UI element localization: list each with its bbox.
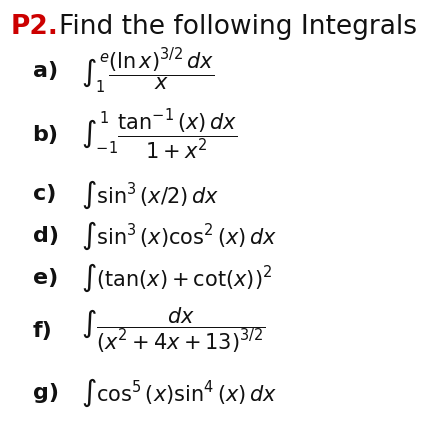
Text: e): e) [32, 268, 58, 288]
Text: $\int_{-1}^{1} \dfrac{\tan^{-1}(x)\,dx}{1+x^2}$: $\int_{-1}^{1} \dfrac{\tan^{-1}(x)\,dx}{… [81, 108, 238, 162]
Text: a): a) [32, 61, 58, 81]
Text: $\int (\tan(x) + \cot(x))^2$: $\int (\tan(x) + \cot(x))^2$ [81, 262, 272, 294]
Text: P2.: P2. [10, 14, 58, 40]
Text: $\int_1^{e} \dfrac{(\ln x)^{3/2}\,dx}{x}$: $\int_1^{e} \dfrac{(\ln x)^{3/2}\,dx}{x}… [81, 46, 214, 96]
Text: f): f) [32, 321, 52, 341]
Text: $\int \dfrac{dx}{(x^2+4x+13)^{3/2}}$: $\int \dfrac{dx}{(x^2+4x+13)^{3/2}}$ [81, 306, 265, 355]
Text: $\int \sin^3(x/2)\,dx$: $\int \sin^3(x/2)\,dx$ [81, 178, 219, 211]
Text: $\int \cos^5(x)\sin^4(x)\,dx$: $\int \cos^5(x)\sin^4(x)\,dx$ [81, 376, 277, 409]
Text: c): c) [32, 184, 56, 204]
Text: d): d) [32, 226, 59, 246]
Text: b): b) [32, 125, 59, 145]
Text: Find the following Integrals: Find the following Integrals [59, 14, 417, 40]
Text: g): g) [32, 383, 59, 403]
Text: $\int \sin^3(x)\cos^2(x)\,dx$: $\int \sin^3(x)\cos^2(x)\,dx$ [81, 220, 277, 252]
